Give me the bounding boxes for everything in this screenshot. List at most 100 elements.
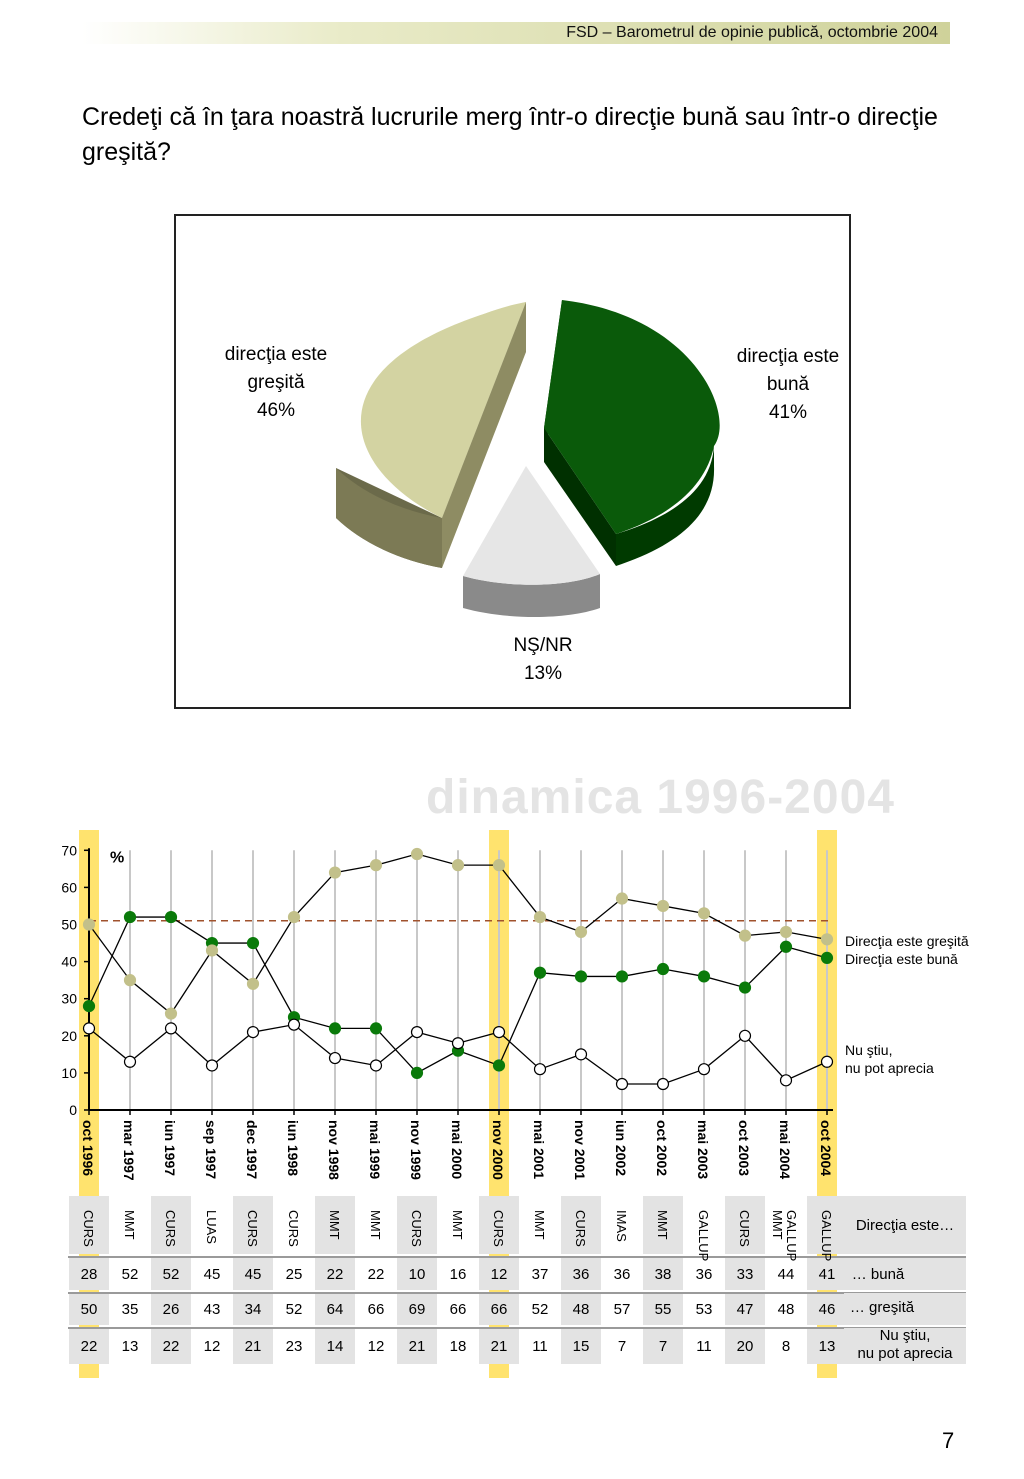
point-gresita <box>656 899 670 913</box>
point-buna <box>779 940 793 953</box>
point-nustiu <box>328 1051 342 1065</box>
point-gresita <box>246 977 260 990</box>
y-tick-label: 70 <box>61 842 77 858</box>
point-buna <box>410 1066 424 1079</box>
point-gresita <box>369 859 383 872</box>
point-nustiu <box>164 1022 178 1035</box>
point-nustiu <box>574 1048 588 1061</box>
y-tick-label: 50 <box>61 917 77 933</box>
point-gresita <box>533 910 547 924</box>
point-nustiu <box>615 1077 629 1091</box>
y-tick-label: 0 <box>69 1102 77 1118</box>
point-nustiu <box>820 1055 834 1068</box>
pie-slice-nsnr <box>463 466 600 585</box>
x-tick-label: nov 2000 <box>490 1120 506 1180</box>
row-label-nustiu-line1: Nu ştiu, <box>879 1327 931 1344</box>
pie-chart <box>336 300 720 617</box>
row-label-buna: … bună <box>851 1266 905 1283</box>
y-tick-label: 60 <box>61 879 77 895</box>
point-nustiu <box>656 1077 670 1091</box>
point-gresita <box>615 892 629 905</box>
legend-nustiu-line1: Nu ştiu, <box>845 1042 893 1058</box>
legend-buna: Direcţia este bună <box>845 951 958 967</box>
point-gresita <box>779 925 793 939</box>
point-gresita <box>123 974 137 987</box>
point-buna <box>533 966 547 979</box>
pie-slice-buna-front <box>544 428 616 566</box>
pie-label-gresita: direcţia este greşită 46% <box>224 344 328 421</box>
x-tick-labels: oct 1996 mar 1997 iun 1997 sep 1997 dec 1997… <box>80 1120 834 1181</box>
point-nustiu <box>451 1037 465 1050</box>
point-nustiu <box>779 1074 793 1087</box>
point-nustiu <box>492 1025 506 1039</box>
dynamics-title: dinamica 1996-2004 <box>426 771 895 824</box>
point-gresita <box>287 910 301 924</box>
point-buna <box>738 981 752 994</box>
point-buna <box>246 936 260 950</box>
x-tick-label: iun 1998 <box>285 1120 301 1176</box>
point-gresita <box>492 859 506 872</box>
x-tick-label: mai 2003 <box>695 1120 711 1179</box>
point-gresita <box>164 1007 178 1020</box>
point-buna <box>492 1059 506 1072</box>
pie-slice-gresita-edge <box>442 302 526 568</box>
point-buna <box>123 910 137 924</box>
x-tick-label: oct 1996 <box>80 1120 96 1176</box>
question-text: Credeţi că în ţara noastră lucrurile mer… <box>82 103 938 166</box>
unit-label: % <box>110 849 124 866</box>
point-nustiu <box>738 1029 752 1042</box>
pie-chart-frame: direcţia este greşită 46% direcţia este … <box>174 214 851 709</box>
y-tick-label: 40 <box>61 954 77 970</box>
point-nustiu <box>246 1025 260 1039</box>
x-tick-label: oct 2004 <box>818 1120 834 1176</box>
point-buna <box>574 970 588 983</box>
point-gresita <box>738 929 752 942</box>
x-tick-label: sep 1997 <box>203 1120 219 1179</box>
x-tick-label: nov 1998 <box>326 1120 342 1180</box>
point-nustiu <box>533 1063 547 1076</box>
x-tick-label: mar 1997 <box>121 1120 137 1181</box>
point-nustiu <box>697 1063 711 1076</box>
chart-axes: 0 10 20 30 40 50 60 70% <box>61 842 833 1118</box>
point-buna <box>697 970 711 983</box>
x-tick-label: oct 2002 <box>654 1120 670 1176</box>
point-buna <box>820 951 834 964</box>
point-buna <box>82 1000 96 1013</box>
point-buna <box>164 910 178 924</box>
x-tick-label: oct 2003 <box>736 1120 752 1176</box>
point-gresita <box>328 866 342 879</box>
pie-slice-nsnr-depth <box>463 574 600 617</box>
x-tick-label: iun 1997 <box>162 1120 178 1176</box>
x-tick-label: dec 1997 <box>244 1120 260 1179</box>
header-bar: FSD – Barometrul de opinie publică, octo… <box>82 22 950 44</box>
y-tick-label: 30 <box>61 991 77 1007</box>
pie-slice-buna <box>544 300 720 534</box>
x-tick-label: iun 2002 <box>613 1120 629 1176</box>
point-buna <box>369 1022 383 1035</box>
pie-slice-buna-depth <box>616 438 715 566</box>
point-nustiu <box>287 1018 301 1031</box>
chart-series <box>82 847 834 1091</box>
pie-slice-gresita-depth <box>336 468 442 568</box>
pie-label-buna: direcţia este bună 41% <box>736 346 840 423</box>
point-buna <box>615 970 629 983</box>
point-nustiu <box>205 1059 219 1072</box>
line-chart: 0 10 20 30 40 50 60 70% oct 1996 mar 1997 iun 199… <box>61 830 837 1378</box>
x-tick-label: nov 2001 <box>572 1120 588 1180</box>
point-nustiu <box>82 1022 96 1035</box>
point-gresita <box>697 907 711 920</box>
legend-nustiu-line2: nu pot aprecia <box>845 1060 934 1076</box>
point-gresita <box>205 944 219 957</box>
point-buna <box>328 1022 342 1035</box>
point-nustiu <box>410 1025 424 1039</box>
pie-slice-gresita-face <box>360 302 526 518</box>
row-label-gresita: … greşită <box>849 1299 915 1316</box>
point-nustiu <box>123 1055 137 1068</box>
legend-gresita: Direcţia este greşită <box>845 933 969 949</box>
x-tick-label: mai 2000 <box>449 1120 465 1179</box>
x-tick-label: mai 2001 <box>531 1120 547 1179</box>
point-gresita <box>451 859 465 872</box>
y-tick-label: 10 <box>61 1065 77 1081</box>
header-title: FSD – Barometrul de opinie publică, octo… <box>566 24 938 41</box>
point-gresita <box>82 918 96 931</box>
